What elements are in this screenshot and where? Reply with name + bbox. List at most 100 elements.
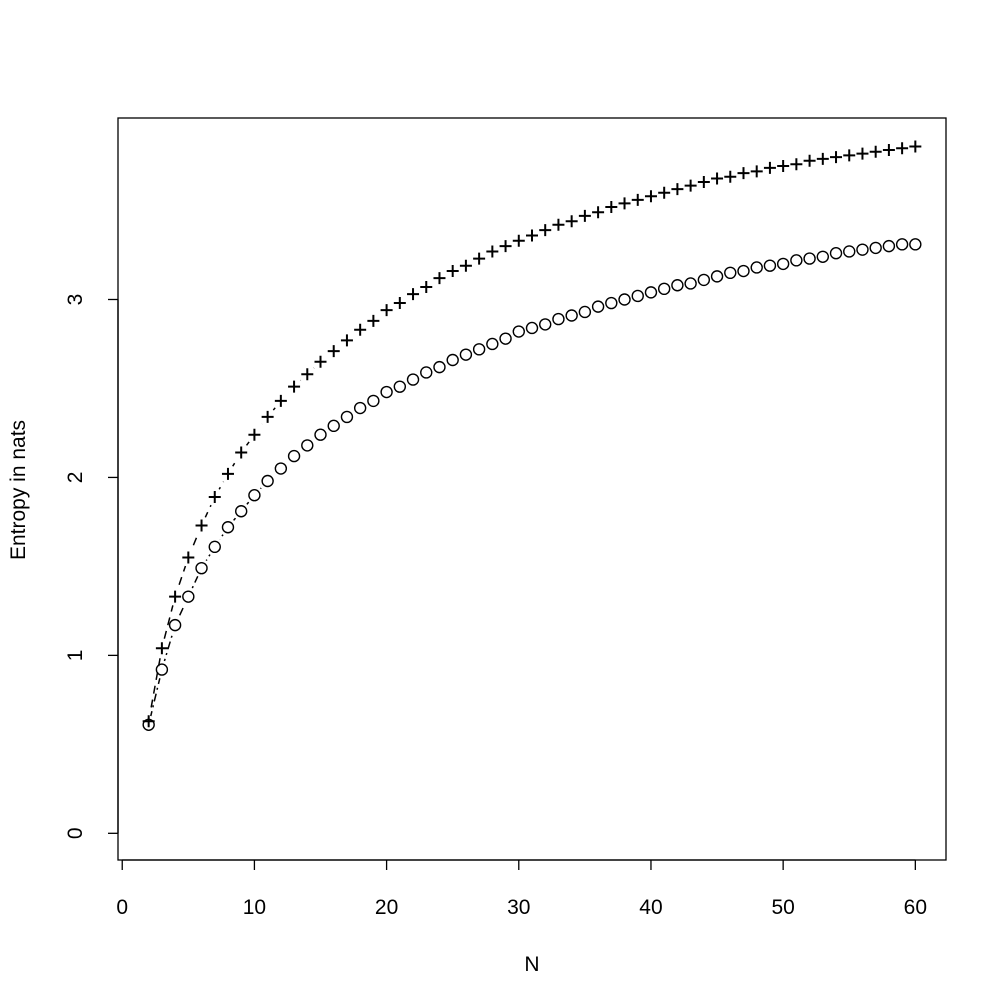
x-tick-label: 0 [116,896,128,919]
point [578,209,591,222]
point [591,300,605,313]
point [816,250,830,263]
point [565,215,578,228]
point [618,293,631,306]
point [684,179,697,192]
x-tick-label: 60 [904,896,927,919]
point [327,419,340,433]
point [763,161,776,174]
point [142,718,155,731]
point [473,252,486,265]
point [301,368,314,381]
point [406,373,420,386]
point [684,277,697,290]
point [856,147,869,160]
x-tick-label: 20 [375,896,398,919]
point [301,439,314,452]
point [314,355,327,368]
point [380,304,393,317]
point [287,449,301,463]
point [711,172,724,185]
point [525,321,539,335]
point [803,154,816,167]
point [367,394,380,408]
point [592,206,605,219]
point [539,318,552,331]
point [790,254,803,267]
point [657,282,671,296]
y-tick-label: 0 [64,827,87,839]
point [830,151,843,164]
point [208,491,221,504]
point [737,167,750,180]
point [155,663,169,676]
point [433,272,446,285]
point [644,190,657,203]
point [578,305,592,319]
point [420,281,433,294]
point [499,332,512,345]
point [697,176,710,189]
point [407,288,420,301]
point [605,200,618,213]
point [829,247,843,260]
point [724,170,737,183]
point [248,489,261,502]
point [221,521,235,534]
point [354,323,367,336]
point [155,642,168,655]
point [843,245,856,258]
point [459,348,473,361]
point [367,314,380,327]
point [340,334,353,347]
point [631,289,644,303]
point [565,309,578,322]
point [605,296,618,310]
x-tick-label: 30 [507,896,530,919]
point [671,279,684,292]
series-line [147,243,916,725]
point [380,385,393,399]
point [644,286,658,299]
y-tick-label: 2 [64,472,87,484]
point [671,183,684,196]
point [446,353,459,367]
point [909,140,922,153]
point [274,462,288,475]
point [896,142,909,155]
point [512,234,525,247]
point [750,165,763,178]
point [882,239,896,253]
y-tick-label: 3 [64,294,87,306]
point [195,519,208,532]
point [750,261,763,274]
point [486,245,499,258]
point [710,270,724,283]
point [882,144,895,157]
point [724,266,737,280]
point [221,467,234,480]
point [816,152,829,165]
point [909,238,922,251]
x-tick-label: 10 [243,896,266,919]
x-axis-label: N [524,953,539,976]
point [737,264,750,278]
point [658,186,671,199]
point [472,343,486,356]
point [552,312,565,326]
point [182,590,195,603]
point [327,345,340,358]
point [512,325,525,338]
point [499,240,512,253]
point [274,394,287,407]
point [459,259,472,272]
point [697,273,711,287]
point [433,360,446,374]
x-tick-label: 50 [771,896,794,919]
point [235,446,248,459]
point [261,410,274,423]
point [182,551,195,564]
point [856,243,869,256]
